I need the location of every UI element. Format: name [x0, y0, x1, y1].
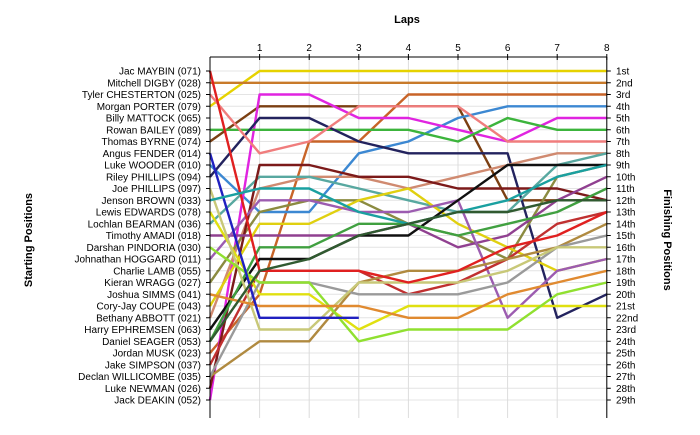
x-tick-label: 8 [604, 43, 610, 54]
finishing-position-label: 14th [616, 219, 635, 230]
starting-position-labels: Jac MAYBIN (071)Mitchell DIGBY (028)Tyle… [74, 67, 201, 407]
finishing-position-label: 13th [616, 208, 635, 219]
series-line-7 [210, 116, 607, 143]
starting-position-label: Johnathan HOGGARD (011) [74, 255, 201, 266]
starting-position-label: Jordan MUSK (023) [113, 349, 201, 360]
starting-position-label: Angus FENDER (014) [103, 149, 201, 160]
series-line-26 [208, 152, 359, 319]
starting-position-label: Bethany ABBOTT (021) [96, 313, 201, 324]
finishing-position-label: 22nd [616, 313, 638, 324]
starting-position-label: Tyler CHESTERTON (025) [82, 90, 201, 101]
starting-position-label: Lewis EDWARDS (078) [96, 208, 201, 219]
series-line-3 [209, 93, 607, 354]
finishing-position-label: 12th [616, 196, 635, 207]
finishing-position-label: 19th [616, 278, 635, 289]
series-line-20 [209, 222, 608, 378]
chart-title: Laps [394, 14, 420, 26]
starting-position-label: Luke WOODER (010) [104, 161, 201, 172]
finishing-position-labels: 1st2nd3rd4th5th6th7th8th9th10th11th12th1… [616, 67, 638, 407]
starting-position-label: Harry EPHREMSEN (063) [84, 325, 201, 336]
starting-position-label: Timothy AMADI (018) [106, 231, 201, 242]
y-axis-left-title: Starting Positions [23, 193, 35, 287]
finishing-position-label: 21st [616, 302, 635, 313]
finishing-position-label: 7th [616, 137, 630, 148]
finishing-position-label: 4th [616, 102, 630, 113]
finishing-position-label: 1st [616, 67, 630, 78]
series-line-11 [209, 152, 608, 225]
x-tick-label: 1 [257, 43, 263, 54]
finishing-position-label: 28th [616, 384, 635, 395]
starting-position-label: Morgan PORTER (079) [97, 102, 201, 113]
starting-position-label: Thomas BYRNE (074) [102, 137, 201, 148]
series-line-5 [209, 105, 607, 214]
finishing-position-label: 17th [616, 255, 635, 266]
starting-position-label: Cory-Jay COUPE (043) [97, 302, 201, 313]
starting-position-label: Charlie LAMB (055) [113, 266, 201, 277]
x-tick-label: 3 [356, 43, 362, 54]
starting-position-label: Riley PHILLIPS (094) [106, 172, 201, 183]
finishing-position-label: 6th [616, 125, 630, 136]
x-tick-labels: 1 2 3 4 5 6 7 8 [257, 43, 610, 54]
finishing-position-label: 8th [616, 149, 630, 160]
finishing-position-label: 3rd [616, 90, 630, 101]
finishing-position-label: 10th [616, 172, 635, 183]
finishing-position-label: 20th [616, 290, 635, 301]
axes [206, 54, 611, 418]
starting-position-label: Daniel SEAGER (053) [102, 337, 201, 348]
starting-position-label: Joshua SIMMS (041) [107, 290, 201, 301]
starting-position-label: Lochlan BEARMAN (036) [88, 219, 201, 230]
x-tick-label: 4 [406, 43, 412, 54]
finishing-position-label: 25th [616, 349, 635, 360]
finishing-position-label: 5th [616, 114, 630, 125]
starting-position-label: Declan WILLICOMBE (035) [78, 372, 201, 383]
starting-position-label: Jac MAYBIN (071) [119, 67, 201, 78]
starting-position-label: Jenson BROWN (033) [102, 196, 201, 207]
series-line-24 [209, 246, 608, 343]
series-line-15 [208, 187, 608, 307]
starting-position-label: Jack DEAKIN (052) [114, 396, 201, 407]
finishing-position-label: 27th [616, 372, 635, 383]
finishing-position-label: 23rd [616, 325, 636, 336]
finishing-position-label: 16th [616, 243, 635, 254]
x-tick-label: 6 [505, 43, 511, 54]
series-line-9 [209, 93, 607, 155]
series-line-1 [209, 69, 607, 108]
series-line-29 [209, 199, 607, 342]
series-lines [208, 69, 608, 401]
series-line-27 [208, 70, 608, 284]
starting-position-label: Luke NEWMAN (026) [105, 384, 201, 395]
starting-position-label: Joe PHILLIPS (097) [112, 184, 201, 195]
starting-position-label: Kieran WRAGG (027) [104, 278, 201, 289]
finishing-position-label: 18th [616, 266, 635, 277]
x-tick-label: 7 [554, 43, 560, 54]
finishing-position-label: 29th [616, 396, 635, 407]
starting-position-label: Billy MATTOCK (065) [106, 114, 201, 125]
finishing-position-label: 24th [616, 337, 635, 348]
finishing-position-label: 2nd [616, 78, 633, 89]
starting-position-label: Jake SIMPSON (037) [105, 360, 201, 371]
series-line-25 [209, 269, 608, 319]
x-tick-label: 2 [306, 43, 312, 54]
starting-position-label: Rowan BAILEY (089) [106, 125, 201, 136]
starting-position-label: Mitchell DIGBY (028) [107, 78, 201, 89]
series-line-17 [209, 163, 607, 331]
finishing-position-label: 11th [616, 184, 635, 195]
y-axis-right-title: Finishing Positions [661, 189, 673, 290]
finishing-position-label: 26th [616, 360, 635, 371]
starting-position-label: Darshan PINDORIA (030) [87, 243, 202, 254]
finishing-position-label: 9th [616, 161, 630, 172]
x-tick-label: 5 [455, 43, 461, 54]
series-line-13 [208, 163, 608, 389]
finishing-position-label: 15th [616, 231, 635, 242]
